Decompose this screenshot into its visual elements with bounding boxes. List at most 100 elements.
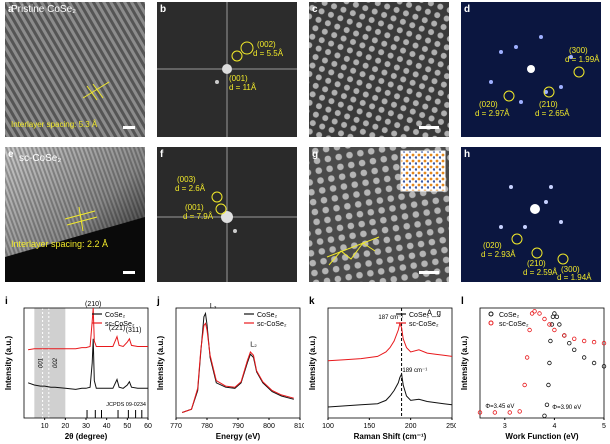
l-series-1-point-10 bbox=[542, 316, 547, 322]
l-series-1-point-12 bbox=[552, 327, 557, 333]
tem-image-e bbox=[5, 147, 145, 282]
l-legend-label-1: sc-CoSe₂ bbox=[499, 321, 529, 328]
l-series-1-point-5 bbox=[524, 355, 530, 360]
l-series-1-point-8 bbox=[532, 309, 537, 314]
l-legend-label-0: CoSe₂ bbox=[499, 312, 520, 319]
j-xtick-label-2: 790 bbox=[232, 423, 244, 430]
xrd-chart: 10 20 30 40 50 60 2θ (degree) Intensity (a.u.) C… bbox=[4, 301, 152, 441]
k-series-1-line bbox=[327, 321, 453, 362]
raman-chart: 100 150 200 250 Raman Shift (cm⁻¹) Intensity … bbox=[308, 307, 456, 441]
label-k: k bbox=[309, 296, 315, 307]
l-series-0-point-5 bbox=[549, 322, 555, 327]
i-shaded-region bbox=[34, 308, 66, 418]
panel-e-caption: Interlayer spacing: 2.2 Å bbox=[11, 239, 109, 249]
f-spot-1-hkl: (003) bbox=[177, 175, 196, 184]
d-spot-1-hkl: (300) bbox=[569, 46, 588, 55]
eels-chart: 770 780 790 800 810 Energy (eV) Intensity (a.u… bbox=[156, 303, 304, 441]
f-spot-1-d: d = 2.6Å bbox=[175, 184, 206, 193]
j-xtick-label-4: 810 bbox=[294, 423, 304, 430]
l-series-1-point-15 bbox=[581, 338, 587, 344]
l-series-0-point-12 bbox=[572, 347, 577, 352]
b-spot-1-d: d = 5.5Å bbox=[253, 49, 284, 58]
label-j: j bbox=[157, 296, 160, 307]
panel-a-title: Pristine CoSe₂ bbox=[11, 4, 77, 15]
panel-g bbox=[309, 147, 449, 282]
k-xtick-label-2: 200 bbox=[405, 423, 417, 430]
panel-c bbox=[309, 2, 449, 137]
fft-image-b bbox=[157, 2, 297, 137]
l-legend-marker-1 bbox=[488, 320, 494, 326]
h-spot-1-d: d = 2.93Å bbox=[481, 250, 516, 259]
d-spot-3-d: d = 2.65Å bbox=[535, 109, 570, 118]
l-xtick-label-0: 3 bbox=[503, 423, 507, 430]
i-legend-label-1: sc-CoSe₂ bbox=[105, 321, 135, 328]
l-series-0-point-9 bbox=[557, 322, 562, 327]
l-series-1-point-7 bbox=[529, 311, 535, 316]
l-series-0-point-14 bbox=[591, 360, 597, 366]
l-series-1-point-2 bbox=[507, 410, 512, 415]
label-b: b bbox=[160, 4, 167, 15]
d-spot-2-d: d = 2.97Å bbox=[475, 109, 510, 118]
haadf-image-c bbox=[309, 2, 449, 137]
l-series-1-point-14 bbox=[572, 336, 577, 341]
j-legend-label-1: sc-CoSe₂ bbox=[257, 321, 287, 328]
h-spot-2-hkl: (210) bbox=[527, 259, 546, 268]
h-spot-1-hkl: (020) bbox=[483, 241, 502, 250]
l-series-0-point-8 bbox=[554, 314, 560, 319]
l-series-0-point-4 bbox=[548, 338, 553, 344]
j-legend-label-0: CoSe₂ bbox=[257, 312, 278, 319]
l-legend-marker-0 bbox=[488, 311, 494, 317]
l-series-1-point-3 bbox=[517, 409, 522, 414]
i-reference-label: JCPDS 09-0234 bbox=[106, 402, 146, 408]
k-legend-label-1: sc-CoSe₂ bbox=[409, 321, 439, 328]
l-annotation-1: Φ=3.90 eV bbox=[552, 405, 581, 411]
label-h: h bbox=[464, 149, 471, 160]
i-xtick-label-4: 50 bbox=[123, 423, 131, 430]
panel-b: (002) d = 5.5Å (001) d = 11Å bbox=[157, 2, 297, 137]
l-series-1-point-16 bbox=[591, 339, 597, 345]
i-annotation-4: (311) bbox=[126, 327, 142, 334]
label-e: e bbox=[8, 149, 14, 160]
l-series-1-point-6 bbox=[527, 327, 532, 333]
j-annotation-1: L₂ bbox=[250, 342, 257, 349]
i-ylabel: Intensity (a.u.) bbox=[4, 336, 13, 391]
j-xtick-label-0: 770 bbox=[170, 423, 182, 430]
haadf-image-g bbox=[309, 147, 449, 282]
l-series-0-point-3 bbox=[547, 360, 552, 366]
i-legend-label-0: CoSe₂ bbox=[105, 312, 126, 319]
i-annotation-3: (221) bbox=[109, 325, 125, 332]
fft-image-f bbox=[157, 147, 297, 282]
panel-e-title: sc-CoSe₂ bbox=[19, 153, 62, 164]
l-axes-frame bbox=[479, 307, 605, 419]
b-spot-1-hkl: (002) bbox=[257, 40, 276, 49]
f-spot-2-d: d = 7.9Å bbox=[183, 212, 214, 221]
panel-h: (020) d = 2.93Å (210) d = 2.59Å (300) d … bbox=[461, 147, 601, 282]
k-axes-frame bbox=[327, 307, 453, 419]
k-ylabel: Intensity (a.u.) bbox=[308, 336, 317, 391]
i-xtick-label-3: 40 bbox=[103, 423, 111, 430]
k-annotation-1: 187 cm⁻¹ bbox=[378, 315, 403, 321]
k-xtick-label-3: 250 bbox=[446, 423, 456, 430]
l-series-0-point-1 bbox=[544, 402, 550, 407]
f-spot-2-hkl: (001) bbox=[185, 203, 204, 212]
panel-e: sc-CoSe₂ Interlayer spacing: 2.2 Å bbox=[5, 147, 145, 282]
panel-a-caption: Interlayer spacing: 5.3 Å bbox=[11, 120, 98, 129]
j-xtick-label-3: 800 bbox=[263, 423, 275, 430]
l-series-0-point-2 bbox=[546, 382, 551, 388]
i-series-0-line bbox=[27, 338, 148, 390]
d-spot-3-hkl: (210) bbox=[539, 100, 558, 109]
k-xtick-label-0: 100 bbox=[322, 423, 334, 430]
l-series-1-point-13 bbox=[562, 333, 567, 338]
l-series-1-point-0 bbox=[477, 410, 483, 415]
b-spot-2-d: d = 11Å bbox=[229, 83, 257, 92]
l-series-0-point-0 bbox=[542, 413, 547, 418]
l-series-0-point-7 bbox=[552, 311, 557, 316]
l-series-1-point-4 bbox=[522, 382, 527, 388]
i-xtick-label-0: 10 bbox=[41, 423, 49, 430]
panel-a: Pristine CoSe₂ Interlayer spacing: 5.3 Å bbox=[5, 2, 145, 137]
j-xlabel: Energy (eV) bbox=[216, 432, 261, 441]
d-spot-2-hkl: (020) bbox=[479, 100, 498, 109]
i-xtick-label-5: 60 bbox=[144, 423, 152, 430]
i-annotation-2: (210) bbox=[85, 301, 101, 308]
j-series-0-line bbox=[182, 311, 294, 413]
